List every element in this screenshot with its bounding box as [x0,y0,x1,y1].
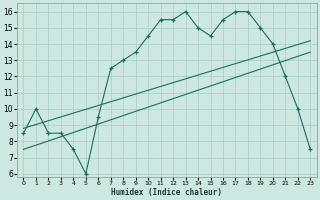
X-axis label: Humidex (Indice chaleur): Humidex (Indice chaleur) [111,188,222,197]
